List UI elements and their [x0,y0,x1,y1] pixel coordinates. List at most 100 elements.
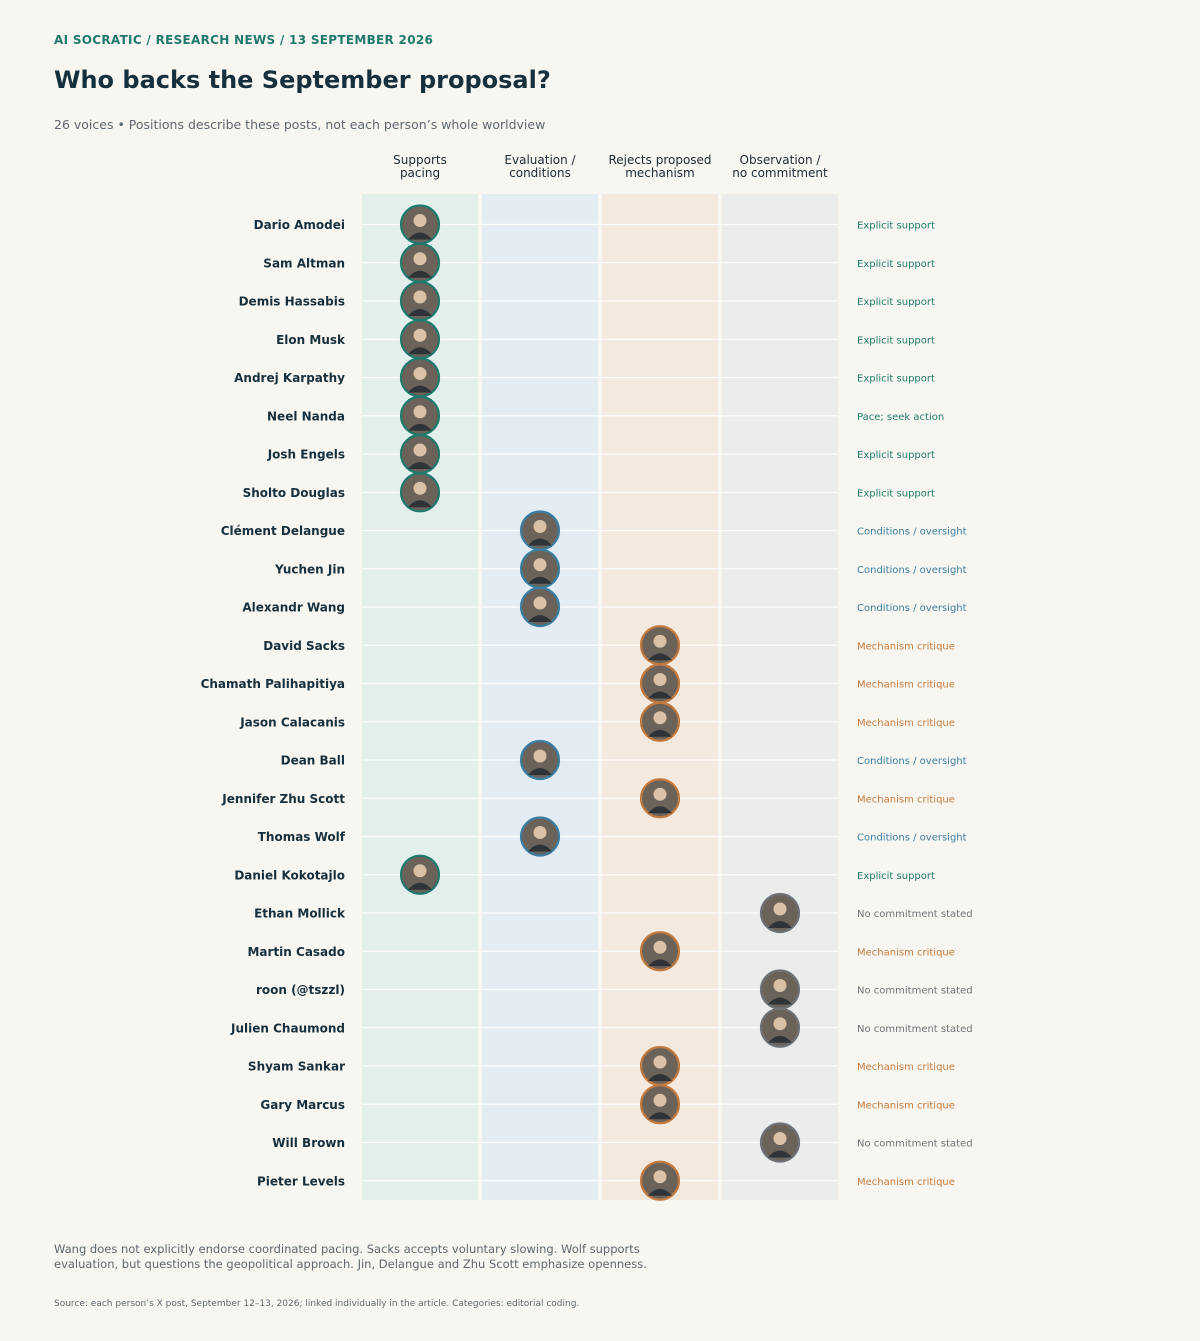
page-title: Who backs the September proposal? [54,66,551,94]
person-name: Daniel Kokotajlo [234,868,345,882]
avatar-head-martin-casado [653,940,667,954]
position-label: Conditions / oversight [857,756,967,767]
avatar-body-demis-hassabis [408,309,432,316]
position-label: No commitment stated [857,1024,973,1035]
person-name: Shyam Sankar [248,1060,345,1074]
column-band-observation [722,194,838,1200]
avatar-head-yuchen-jin [533,558,547,572]
avatar-head-demis-hassabis [413,290,427,304]
avatar-head-jason-calacanis [653,711,667,725]
avatar-body-jennifer-zhu-scott [648,806,672,814]
person-name: Clément Delangue [221,524,345,538]
person-name: Will Brown [272,1136,345,1150]
person-name: Alexandr Wang [242,601,345,615]
position-label: Explicit support [857,488,935,499]
column-header-observation: Observation / [740,153,822,167]
position-label: Mechanism critique [857,718,955,729]
avatar-head-sam-altman [413,252,427,266]
avatar-head-daniel-kokotajlo [413,864,427,878]
person-name: Sholto Douglas [243,486,345,500]
person-name: roon (@tszzl) [256,983,345,997]
position-label: Pace; seek action [857,412,944,423]
avatar-head-dean-ball [533,749,547,763]
avatar-body-yuchen-jin [528,576,552,584]
avatar-head-josh-engels [413,443,427,457]
column-header-rejects: mechanism [625,166,695,180]
position-label: No commitment stated [857,986,973,997]
person-name: David Sacks [263,639,345,653]
position-label: Explicit support [857,221,935,232]
column-header-supports: Supports [393,153,447,167]
position-label: Mechanism critique [857,1100,955,1111]
position-label: Mechanism critique [857,1062,955,1073]
avatar-body-shyam-sankar [648,1074,672,1081]
person-name: Elon Musk [276,333,346,347]
avatar-body-sholto-douglas [408,500,432,508]
avatar-body-gary-marcus [648,1112,672,1120]
avatar-head-thomas-wolf [533,826,547,839]
person-name: Demis Hassabis [239,295,345,309]
position-label: Conditions / oversight [857,527,967,538]
avatar-head-dario-amodei [413,214,427,227]
avatar-body-jason-calacanis [648,729,672,737]
person-name: Sam Altman [263,256,345,270]
avatar-head-andrej-karpathy [413,367,427,380]
person-name: Martin Casado [247,945,345,959]
avatar-head-gary-marcus [653,1093,667,1107]
avatar-body-dean-ball [528,768,552,775]
person-name: Pieter Levels [257,1174,345,1188]
avatar-head-alexandr-wang [533,596,547,610]
position-label: Explicit support [857,335,935,346]
avatar-body-thomas-wolf [528,844,552,852]
person-name: Yuchen Jin [274,562,345,576]
avatar-head-will-brown [773,1132,787,1145]
column-header-supports: pacing [400,166,440,180]
person-name: Dario Amodei [254,218,345,232]
subtitle: 26 voices • Positions describe these pos… [54,117,546,132]
position-label: Mechanism critique [857,1177,955,1188]
avatar-head-sholto-douglas [413,481,427,495]
avatar-body-josh-engels [408,462,432,469]
column-header-conditions: Evaluation / [504,153,576,167]
position-label: No commitment stated [857,909,973,920]
avatar-body-elon-musk [408,347,432,355]
avatar-head-pieter-levels [653,1170,667,1184]
source-note: Source: each person’s X post, September … [54,1299,580,1309]
position-label: Conditions / oversight [857,833,967,844]
person-name: Josh Engels [267,448,345,462]
avatar-body-martin-casado [648,959,672,967]
position-label: Explicit support [857,297,935,308]
person-name: Gary Marcus [260,1098,345,1112]
avatar-body-andrej-karpathy [408,385,432,393]
kicker: AI SOCRATIC / RESEARCH NEWS / 13 SEPTEMB… [54,33,434,47]
position-label: Mechanism critique [857,641,955,652]
avatar-head-chamath-palihapitiya [653,673,667,686]
avatar-body-cl-ment-delangue [528,538,552,546]
avatar-body-david-sacks [648,653,672,661]
column-band-conditions [482,194,598,1200]
avatar-body-sam-altman [408,270,432,278]
avatar-head-neel-nanda [413,405,427,419]
avatar-body-roon-tszzl [768,997,792,1005]
position-label: Mechanism critique [857,794,955,805]
position-label: Conditions / oversight [857,603,967,614]
person-name: Andrej Karpathy [234,371,345,385]
person-name: Neel Nanda [267,409,345,423]
position-label: Explicit support [857,450,935,461]
person-name: Thomas Wolf [258,830,346,844]
avatar-body-julien-chaumond [768,1035,792,1043]
footnote: Wang does not explicitly endorse coordin… [54,1242,647,1271]
position-label: Mechanism critique [857,947,955,958]
column-header-rejects: Rejects proposed [608,153,711,167]
person-name: Jason Calacanis [239,715,345,729]
column-header-observation: no commitment [732,166,828,180]
avatar-body-ethan-mollick [768,921,792,928]
position-label: Explicit support [857,871,935,882]
avatar-head-ethan-mollick [773,902,787,916]
avatar-head-elon-musk [413,328,427,342]
person-name: Dean Ball [281,754,345,768]
person-name: Chamath Palihapitiya [201,677,345,691]
position-label: No commitment stated [857,1139,973,1150]
avatar-head-cl-ment-delangue [533,520,547,533]
position-label: Explicit support [857,259,935,270]
